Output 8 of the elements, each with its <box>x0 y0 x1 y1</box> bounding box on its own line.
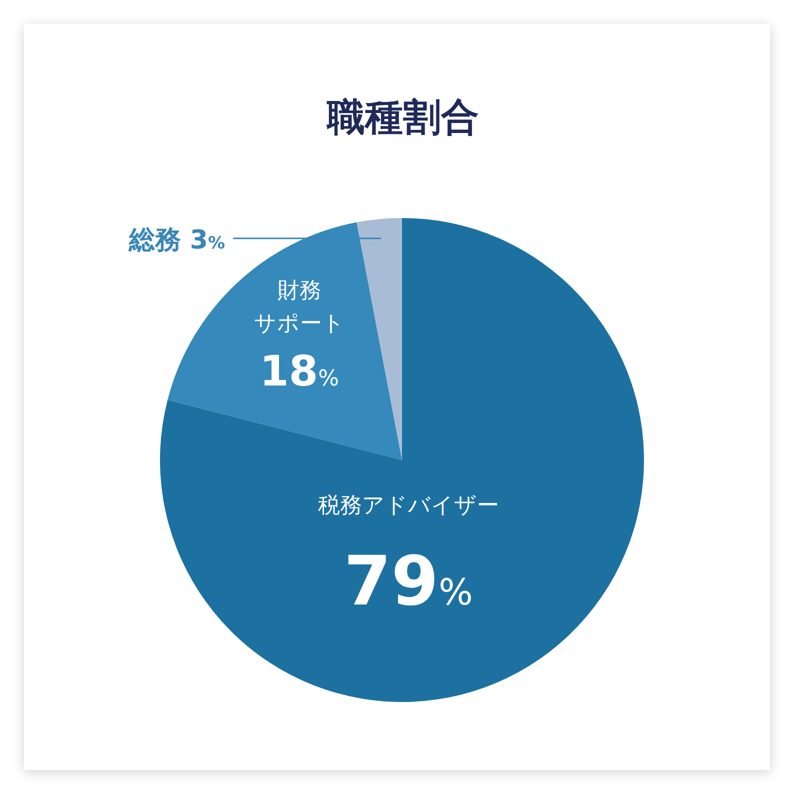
slice-label: 税務アドバイザー <box>318 494 499 519</box>
data-label: 79% <box>344 542 473 622</box>
chart-title: 職種割合 <box>325 94 480 141</box>
data-label: 18% <box>260 346 339 396</box>
slice-label: 総務 <box>128 225 181 256</box>
slice-label: 財務サポート <box>254 278 345 337</box>
data-label: 3% <box>190 225 226 256</box>
pie-slice <box>356 218 402 460</box>
